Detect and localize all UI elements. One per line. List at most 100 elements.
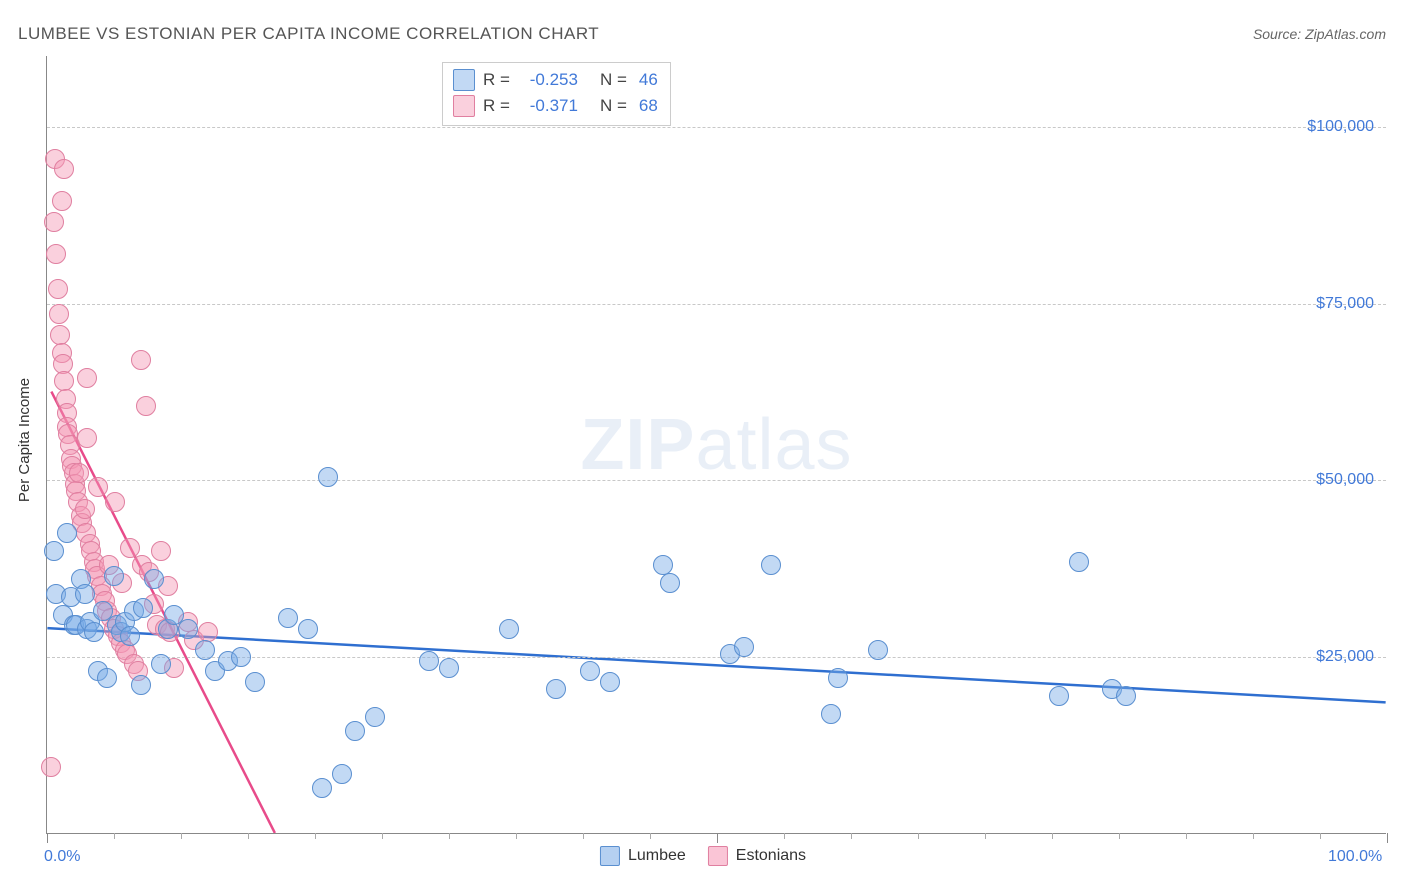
gridline (47, 127, 1386, 128)
data-point (69, 463, 89, 483)
x-minor-tick (315, 833, 316, 839)
data-point (57, 523, 77, 543)
data-point (439, 658, 459, 678)
data-point (178, 619, 198, 639)
stat-r-label: R = (483, 93, 510, 119)
data-point (136, 396, 156, 416)
stats-row: R = -0.253 N = 46 (453, 67, 658, 93)
stats-row: R = -0.371 N = 68 (453, 93, 658, 119)
trend-line (47, 628, 1385, 702)
data-point (332, 764, 352, 784)
data-point (97, 668, 117, 688)
chart-container: LUMBEE VS ESTONIAN PER CAPITA INCOME COR… (0, 0, 1406, 892)
x-minor-tick (1186, 833, 1187, 839)
data-point (151, 654, 171, 674)
x-minor-tick (1320, 833, 1321, 839)
data-point (48, 279, 68, 299)
data-point (499, 619, 519, 639)
data-point (345, 721, 365, 741)
x-minor-tick (382, 833, 383, 839)
series-swatch (453, 69, 475, 91)
stat-n-value: 68 (639, 93, 658, 119)
x-minor-tick (1119, 833, 1120, 839)
data-point (868, 640, 888, 660)
data-point (54, 159, 74, 179)
data-point (600, 672, 620, 692)
data-point (120, 626, 140, 646)
y-tick-label: $50,000 (1316, 471, 1374, 489)
data-point (105, 492, 125, 512)
stat-n-label: N = (600, 93, 627, 119)
data-point (828, 668, 848, 688)
data-point (761, 555, 781, 575)
source-link[interactable]: ZipAtlas.com (1305, 26, 1386, 42)
data-point (278, 608, 298, 628)
data-point (312, 778, 332, 798)
data-point (75, 584, 95, 604)
stat-r-value: -0.253 (518, 67, 578, 93)
watermark: ZIPatlas (580, 404, 852, 486)
y-axis-title: Per Capita Income (16, 378, 33, 502)
source-prefix: Source: (1253, 26, 1305, 42)
data-point (75, 499, 95, 519)
x-minor-tick (583, 833, 584, 839)
data-point (133, 598, 153, 618)
data-point (88, 477, 108, 497)
x-minor-tick (248, 833, 249, 839)
data-point (245, 672, 265, 692)
x-axis-min-label: 0.0% (44, 848, 80, 866)
plot-area: ZIPatlas R = -0.253 N = 46 R = -0.371 N = 6… (46, 56, 1386, 834)
legend-label: Lumbee (628, 847, 686, 865)
data-point (365, 707, 385, 727)
data-point (1049, 686, 1069, 706)
data-point (231, 647, 251, 667)
x-major-tick (717, 833, 718, 843)
data-point (821, 704, 841, 724)
data-point (1116, 686, 1136, 706)
stats-legend-box: R = -0.253 N = 46 R = -0.371 N = 68 (442, 62, 671, 126)
data-point (151, 541, 171, 561)
chart-title: LUMBEE VS ESTONIAN PER CAPITA INCOME COR… (18, 24, 599, 44)
data-point (104, 566, 124, 586)
x-minor-tick (449, 833, 450, 839)
watermark-bold: ZIP (580, 405, 695, 485)
data-point (44, 541, 64, 561)
data-point (580, 661, 600, 681)
x-minor-tick (985, 833, 986, 839)
data-point (77, 428, 97, 448)
gridline (47, 480, 1386, 481)
data-point (660, 573, 680, 593)
x-minor-tick (650, 833, 651, 839)
data-point (84, 622, 104, 642)
data-point (195, 640, 215, 660)
data-point (77, 368, 97, 388)
source-attribution: Source: ZipAtlas.com (1253, 26, 1386, 42)
data-point (198, 622, 218, 642)
y-tick-label: $75,000 (1316, 295, 1374, 313)
x-minor-tick (918, 833, 919, 839)
data-point (1069, 552, 1089, 572)
x-major-tick (1387, 833, 1388, 843)
data-point (546, 679, 566, 699)
stat-n-label: N = (600, 67, 627, 93)
x-minor-tick (851, 833, 852, 839)
data-point (44, 212, 64, 232)
stat-n-value: 46 (639, 67, 658, 93)
data-point (41, 757, 61, 777)
data-point (46, 244, 66, 264)
stat-r-value: -0.371 (518, 93, 578, 119)
x-axis-max-label: 100.0% (1328, 848, 1382, 866)
data-point (144, 569, 164, 589)
stat-r-label: R = (483, 67, 510, 93)
legend-item[interactable]: Estonians (708, 846, 806, 866)
legend-label: Estonians (736, 847, 806, 865)
gridline (47, 304, 1386, 305)
legend-swatch (600, 846, 620, 866)
data-point (131, 675, 151, 695)
data-point (298, 619, 318, 639)
y-tick-label: $100,000 (1307, 118, 1374, 136)
data-point (120, 538, 140, 558)
data-point (318, 467, 338, 487)
legend-item[interactable]: Lumbee (600, 846, 686, 866)
x-minor-tick (1052, 833, 1053, 839)
